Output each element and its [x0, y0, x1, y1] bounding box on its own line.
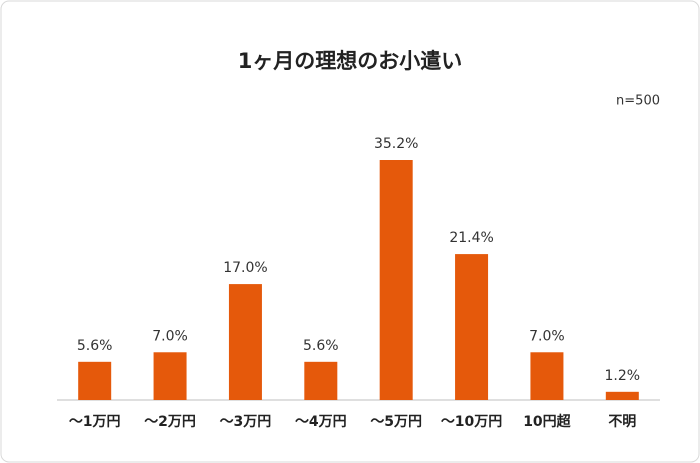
- bar: [153, 352, 187, 400]
- bar: [78, 361, 112, 400]
- value-label: 7.0%: [152, 328, 188, 344]
- x-tick-label: 10円超: [523, 413, 571, 430]
- value-label: 5.6%: [77, 338, 113, 354]
- bar: [228, 284, 262, 400]
- value-label: 7.0%: [529, 328, 565, 344]
- bar: [530, 352, 564, 400]
- value-label: 35.2%: [374, 136, 418, 152]
- bar: [379, 160, 413, 400]
- chart-title: 1ヶ月の理想のお小遣い: [238, 49, 463, 73]
- x-tick-label: ～4万円: [295, 414, 347, 430]
- x-tick-label: ～2万円: [144, 414, 196, 430]
- value-label: 17.0%: [223, 260, 267, 276]
- x-tick-label: ～10万円: [441, 414, 502, 430]
- x-tick-label: ～5万円: [370, 414, 422, 430]
- x-tick-label: ～1万円: [69, 414, 121, 430]
- bar: [605, 391, 639, 400]
- value-label: 5.6%: [303, 338, 339, 354]
- sample-size: n=500: [616, 94, 660, 109]
- x-tick-label: ～3万円: [220, 414, 272, 430]
- bar: [304, 361, 338, 400]
- value-label: 1.2%: [605, 368, 641, 384]
- x-tick-label: 不明: [608, 414, 636, 430]
- value-label: 21.4%: [449, 230, 493, 246]
- bar: [455, 254, 489, 400]
